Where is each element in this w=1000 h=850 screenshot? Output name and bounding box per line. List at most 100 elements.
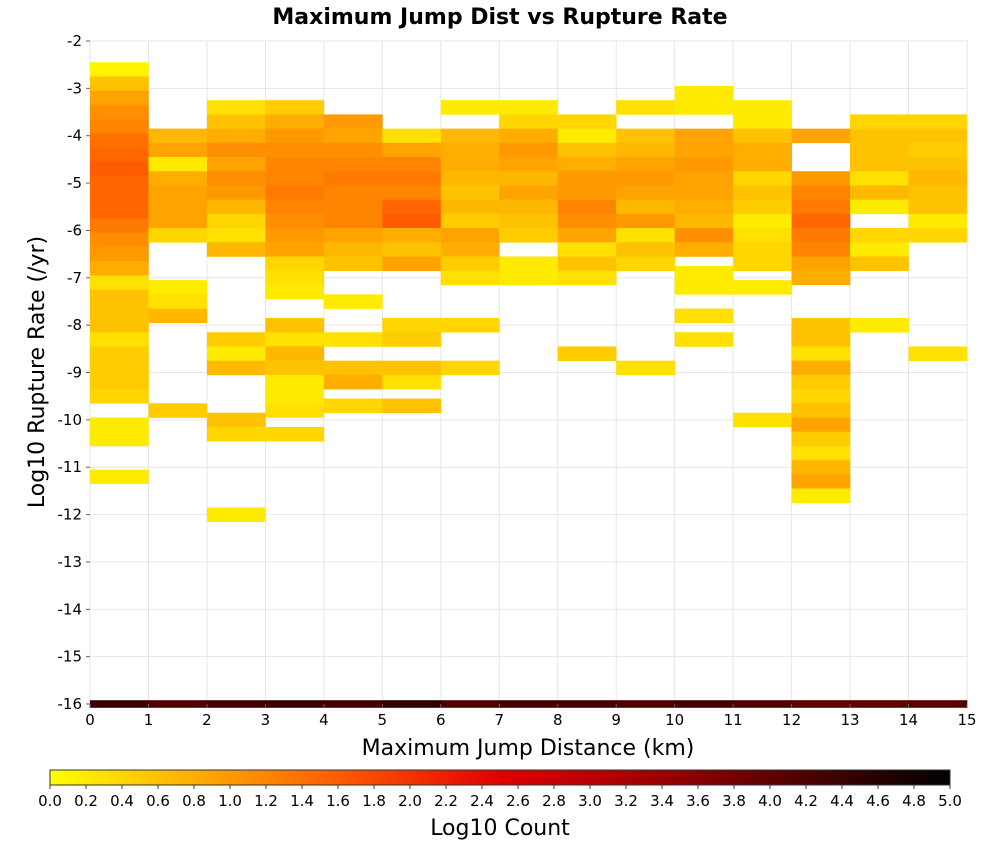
heatmap-cell xyxy=(90,190,149,205)
heatmap-cell xyxy=(674,213,734,229)
heatmap-cell xyxy=(440,199,500,215)
heatmap-cell xyxy=(90,104,149,120)
heatmap-cell xyxy=(850,157,909,172)
heatmap-cell xyxy=(850,128,909,144)
heatmap-cell xyxy=(674,157,734,172)
heatmap-cell xyxy=(733,412,792,428)
heatmap-cell xyxy=(616,185,675,200)
heatmap-cell xyxy=(616,242,675,257)
heatmap-cell xyxy=(206,412,266,428)
heatmap-cell xyxy=(440,142,500,158)
heatmap-cell xyxy=(557,171,617,186)
heatmap-cell xyxy=(90,275,149,290)
x-axis-ticks: 0 1 2 3 4 5 6 7 8 9 10 11 12 13 14 15 xyxy=(85,704,977,729)
heatmap-cell xyxy=(440,213,500,229)
heatmap-cell xyxy=(908,157,968,172)
colorbar-tick-label: 4.4 xyxy=(830,792,854,810)
heatmap-cell xyxy=(265,374,325,390)
heatmap-cell xyxy=(557,142,617,158)
heatmap-cell xyxy=(908,213,968,229)
y-tick-label: -4 xyxy=(67,127,82,145)
heatmap-cell xyxy=(90,303,149,319)
x-tick-label: 13 xyxy=(841,711,860,729)
heatmap-cell xyxy=(323,242,383,257)
heatmap-cell xyxy=(499,114,559,129)
heatmap-cell xyxy=(674,280,734,295)
colorbar-tick-label: 3.4 xyxy=(650,792,674,810)
heatmap-cell xyxy=(733,228,792,243)
heatmap-cell xyxy=(791,171,851,186)
heatmap-cell xyxy=(265,256,325,271)
heatmap-cell xyxy=(791,360,851,376)
heatmap-cell xyxy=(557,128,617,144)
heatmap-cell xyxy=(265,114,325,129)
heatmap-cell xyxy=(733,157,792,172)
heatmap-cell xyxy=(791,332,851,347)
heatmap-cell xyxy=(265,128,325,144)
heatmap-cell xyxy=(440,171,500,186)
heatmap-cell xyxy=(206,114,266,129)
heatmap-cell xyxy=(206,507,266,522)
heatmap-cell xyxy=(499,199,559,215)
heatmap-cell xyxy=(733,242,792,257)
y-axis-label: Log10 Rupture Rate (/yr) xyxy=(25,236,50,508)
heatmap-cell xyxy=(850,114,909,129)
colorbar-tick-label: 2.2 xyxy=(434,792,458,810)
heatmap-cell xyxy=(323,128,383,144)
heatmap-cell xyxy=(791,128,851,144)
heatmap-cell xyxy=(908,171,968,186)
colorbar-tick-label: 3.2 xyxy=(614,792,638,810)
y-tick-label: -3 xyxy=(67,79,82,97)
heatmap-cell xyxy=(323,256,383,271)
heatmap-cell xyxy=(148,171,208,186)
heatmap-cell xyxy=(791,346,851,361)
heatmap-cell xyxy=(440,270,500,286)
heatmap-cell xyxy=(323,213,383,229)
heatmap-cell xyxy=(499,157,559,172)
heatmap-cell xyxy=(382,242,442,257)
heatmap-cell xyxy=(90,161,149,177)
heatmap-cell xyxy=(382,185,442,200)
colorbar-tick-label: 2.8 xyxy=(542,792,566,810)
heatmap-cell xyxy=(323,142,383,158)
y-tick-label: -11 xyxy=(58,458,83,476)
y-tick-label: -5 xyxy=(67,174,82,192)
heatmap-cell xyxy=(90,218,149,234)
colorbar-tick-label: 1.2 xyxy=(254,792,278,810)
heatmap-cell xyxy=(733,114,792,129)
colorbar-tick-label: 1.6 xyxy=(326,792,350,810)
heatmap-cell xyxy=(90,119,149,134)
heatmap-cell xyxy=(440,128,500,144)
heatmap-cell xyxy=(148,213,208,229)
heatmap-cell xyxy=(733,185,792,200)
x-tick-label: 3 xyxy=(261,711,271,729)
x-tick-label: 7 xyxy=(494,711,504,729)
colorbar-tick-label: 2.0 xyxy=(398,792,422,810)
y-tick-label: -6 xyxy=(67,221,82,239)
heatmap-cell xyxy=(557,185,617,200)
heatmap-cell xyxy=(791,431,851,447)
heatmap-cell xyxy=(382,171,442,186)
heatmap-cell xyxy=(206,157,266,172)
y-axis-ticks: -2 -3 -4 -5 -6 -7 -8 -9 -10 -11 -12 -13 -14 -15 -16 xyxy=(58,32,90,713)
heatmap-cell xyxy=(265,700,325,708)
heatmap-cell xyxy=(90,147,149,163)
heatmap-cell xyxy=(323,199,383,215)
heatmap-cell xyxy=(265,171,325,186)
heatmap-cell xyxy=(908,128,968,144)
heatmap-cell xyxy=(265,346,325,361)
heatmap-cell xyxy=(382,332,442,347)
heatmap-cell xyxy=(206,185,266,200)
heatmap-cell xyxy=(908,228,968,243)
heatmap-cell xyxy=(616,228,675,243)
colorbar-tick-label: 0.0 xyxy=(38,792,62,810)
x-tick-label: 1 xyxy=(144,711,154,729)
colorbar-tick-label: 1.4 xyxy=(290,792,314,810)
heatmap-cell xyxy=(791,374,851,390)
x-tick-label: 8 xyxy=(553,711,563,729)
heatmap-cell xyxy=(148,199,208,215)
heatmap-cell xyxy=(382,213,442,229)
heatmap-cell xyxy=(148,403,208,418)
heatmap-cell xyxy=(323,114,383,129)
heatmap-cell xyxy=(791,445,851,461)
